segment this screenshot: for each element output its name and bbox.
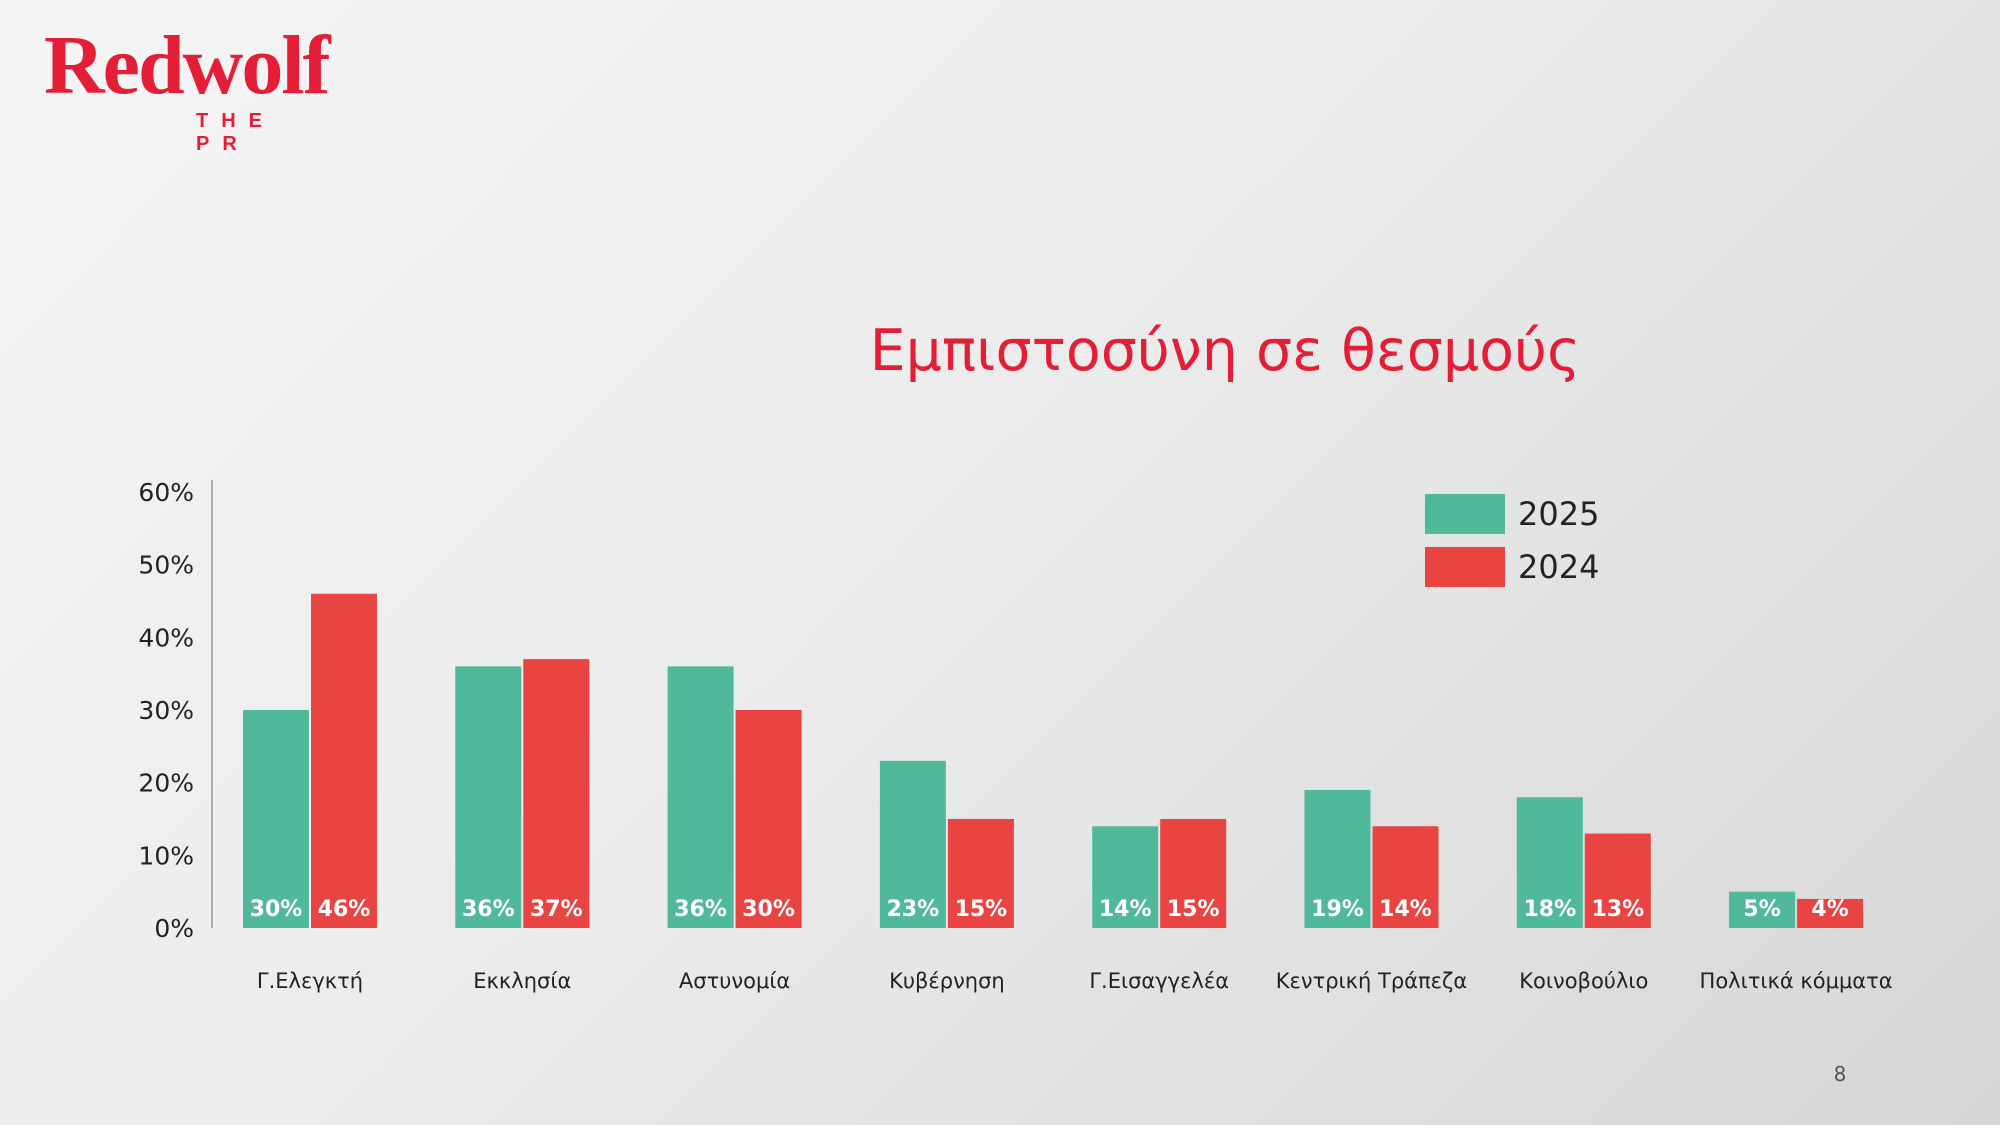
bar-value-label: 23% [887,897,940,922]
bar-2025 [1729,891,1796,928]
logo: Redwolf THE PR [44,19,344,156]
y-tick-label: 10% [138,841,194,870]
bar-2024 [1160,819,1227,928]
bar-2024 [311,593,377,928]
x-category-label: Γ.Ελεγκτή [257,969,363,993]
bar-2025 [455,666,522,928]
bar-value-label: 36% [674,897,727,922]
bar-value-label: 15% [1167,897,1220,922]
bar-value-label: 18% [1523,897,1576,922]
bar-2024 [735,710,802,928]
logo-tagline: THE PR [196,110,275,155]
legend-label: 2024 [1518,548,1599,586]
x-category-label: Κυβέρνηση [889,969,1005,993]
bar-2025 [667,666,734,928]
logo-wordmark: Redwolf [44,19,331,112]
bar-value-label: 30% [742,897,795,922]
bar-2024 [523,659,590,928]
bar-value-label: 19% [1311,897,1364,922]
bar-2025 [879,760,946,928]
legend-label: 2025 [1518,495,1599,533]
x-category-label: Γ.Εισαγγελέα [1089,969,1229,993]
x-category-label: Αστυνομία [679,969,790,993]
x-category-label: Πολιτικά κόμματα [1700,969,1893,993]
page-number: 8 [1833,1062,1847,1086]
chart-title: Εμπιστοσύνη σε θεσμούς [869,318,1581,384]
x-category-label: Κοινοβούλιο [1519,969,1648,993]
bar-value-label: 13% [1591,897,1644,922]
bar-2025 [1516,797,1583,928]
bar-2024 [1797,898,1864,928]
bar-value-label: 5% [1743,897,1780,922]
y-tick-label: 0% [154,914,194,943]
bar-value-label: 14% [1379,897,1432,922]
bar-2024 [947,819,1014,928]
bar-value-label: 14% [1099,897,1152,922]
bar-2025 [1092,826,1159,928]
legend-swatch-2025 [1425,494,1505,534]
bar-2025 [1304,789,1371,928]
legend-swatch-2024 [1425,547,1505,587]
x-category-label: Κεντρική Τράπεζα [1276,969,1468,993]
y-tick-label: 60% [138,478,194,507]
bar-value-label: 46% [318,897,371,922]
bar-value-label: 4% [1811,897,1848,922]
y-tick-label: 30% [138,696,194,725]
bar-value-label: 36% [462,897,515,922]
bar-value-label: 30% [250,897,303,922]
bar-2025 [243,710,309,928]
bar-value-label: 15% [955,897,1008,922]
bar-2024 [1584,833,1651,928]
bar-value-label: 37% [530,897,583,922]
x-category-label: Εκκλησία [473,969,571,993]
bar-2024 [1372,826,1439,928]
y-tick-label: 50% [138,551,194,580]
y-tick-label: 40% [138,623,194,652]
y-tick-label: 20% [138,769,194,798]
